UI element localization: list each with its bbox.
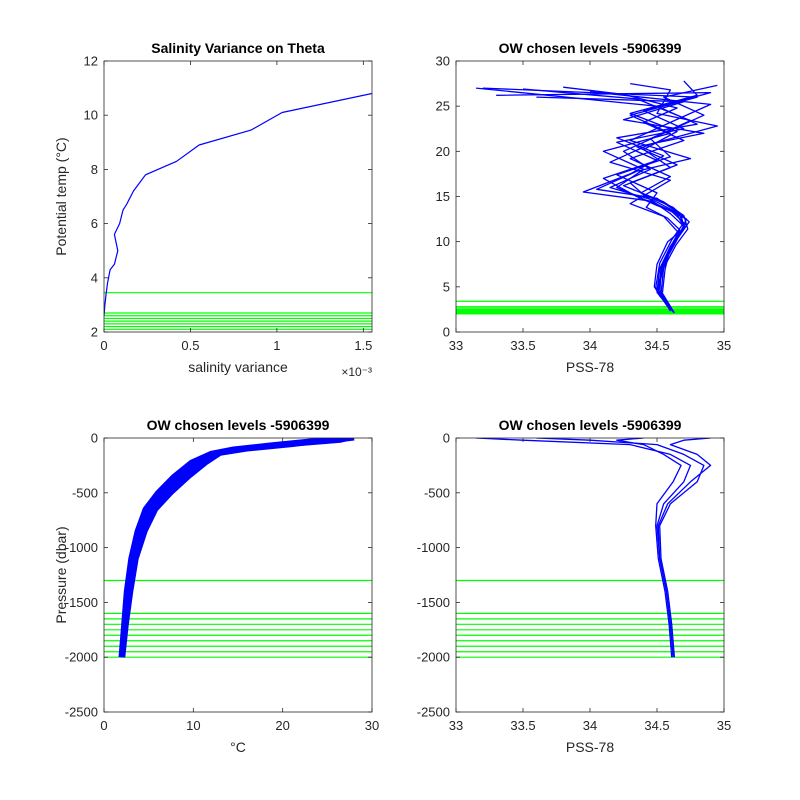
x-tick-label: 34 — [583, 718, 597, 733]
profile-line — [536, 438, 705, 658]
axes-theta-salinity: 33 33.5 34 34.5 35 0 5 10 15 20 25 30 OW chosen leve… — [436, 40, 732, 375]
y-tick-label: -2000 — [417, 650, 450, 665]
y-tick-label: 20 — [436, 144, 450, 159]
axes-frame — [103, 437, 373, 713]
y-tick-label: 10 — [84, 108, 98, 123]
x-axis-label: °C — [230, 739, 246, 755]
plot-area — [104, 438, 372, 658]
y-tick-label: 2 — [91, 325, 98, 340]
x-tick-label: 33 — [449, 718, 463, 733]
axes-pressure-temperature: 0 10 20 30 -2500 -2000 -1500 -1000 -500 0 OW chose… — [53, 417, 379, 755]
profile-line — [616, 438, 682, 658]
x-axis-label: salinity variance — [188, 359, 288, 375]
y-tick-label: -1500 — [417, 595, 450, 610]
x-tick-label: 33.5 — [510, 718, 535, 733]
x-tick-label: 0 — [100, 718, 107, 733]
y-tick-label: 10 — [436, 234, 450, 249]
profile-line — [536, 96, 705, 311]
x-tick-label: 0.5 — [181, 338, 199, 353]
plot-area — [456, 438, 724, 658]
chart-title: Salinity Variance on Theta — [151, 40, 325, 56]
y-tick-label: 4 — [91, 270, 98, 285]
profile-line — [657, 438, 712, 658]
y-tick-label: 6 — [91, 216, 98, 231]
x-tick-label: 34 — [583, 338, 597, 353]
chart-title: OW chosen levels -5906399 — [499, 417, 682, 433]
y-tick-label: -2500 — [417, 705, 450, 720]
x-tick-label: 30 — [365, 718, 379, 733]
x-tick-label: 1 — [273, 338, 280, 353]
profile-line — [563, 86, 685, 310]
x-axis-label: PSS-78 — [566, 359, 614, 375]
y-tick-label: -2500 — [65, 705, 98, 720]
profile-line — [496, 91, 712, 313]
y-axis-label: Pressure (dbar) — [53, 526, 69, 623]
profile-line — [589, 91, 712, 312]
y-tick-label: 0 — [91, 431, 98, 446]
x-tick-label: 34.5 — [644, 718, 669, 733]
x-tick-label: 35 — [717, 338, 731, 353]
chart-title: OW chosen levels -5906399 — [499, 40, 682, 56]
y-tick-label: -1500 — [65, 595, 98, 610]
y-tick-label: 30 — [436, 54, 450, 69]
axes-salinity-variance: 0 0.5 1 1.5 2 4 6 8 10 12 Salinity Variance on The… — [53, 40, 373, 379]
x-tick-label: 33 — [449, 338, 463, 353]
profile-line — [609, 82, 718, 309]
profile-line — [522, 88, 692, 314]
y-axis-label: Potential temp (°C) — [53, 137, 69, 255]
profile-line — [609, 84, 718, 308]
profile-line — [482, 87, 698, 310]
y-tick-label: -2000 — [65, 650, 98, 665]
y-tick-label: 15 — [436, 189, 450, 204]
profile-line — [104, 92, 372, 316]
y-tick-label: 0 — [443, 431, 450, 446]
y-tick-label: -1000 — [417, 540, 450, 555]
x-tick-label: 34.5 — [644, 338, 669, 353]
x-tick-label: 20 — [275, 718, 289, 733]
chart-title: OW chosen levels -5906399 — [147, 417, 330, 433]
y-tick-label: 25 — [436, 99, 450, 114]
y-tick-label: -1000 — [65, 540, 98, 555]
y-tick-label: 5 — [443, 279, 450, 294]
x-tick-label: 35 — [717, 718, 731, 733]
profile-line — [119, 438, 351, 658]
y-tick-label: 8 — [91, 162, 98, 177]
x-axis-label: PSS-78 — [566, 739, 614, 755]
x-exponent-label: ×10⁻³ — [341, 365, 372, 379]
y-tick-label: -500 — [72, 485, 98, 500]
x-tick-label: 33.5 — [510, 338, 535, 353]
y-tick-label: -500 — [424, 485, 450, 500]
x-tick-label: 1.5 — [354, 338, 372, 353]
x-tick-label: 0 — [100, 338, 107, 353]
profile-line — [476, 87, 698, 308]
y-tick-label: 0 — [443, 325, 450, 340]
y-tick-label: 12 — [84, 54, 98, 69]
axes-frame — [103, 60, 373, 333]
x-tick-label: 10 — [186, 718, 200, 733]
axes-pressure-salinity: 33 33.5 34 34.5 35 -2500 -2000 -1500 -1000 -500 0 O… — [417, 417, 731, 755]
plot-area — [456, 80, 724, 315]
axes-frame — [455, 437, 725, 713]
plot-area — [104, 92, 372, 330]
